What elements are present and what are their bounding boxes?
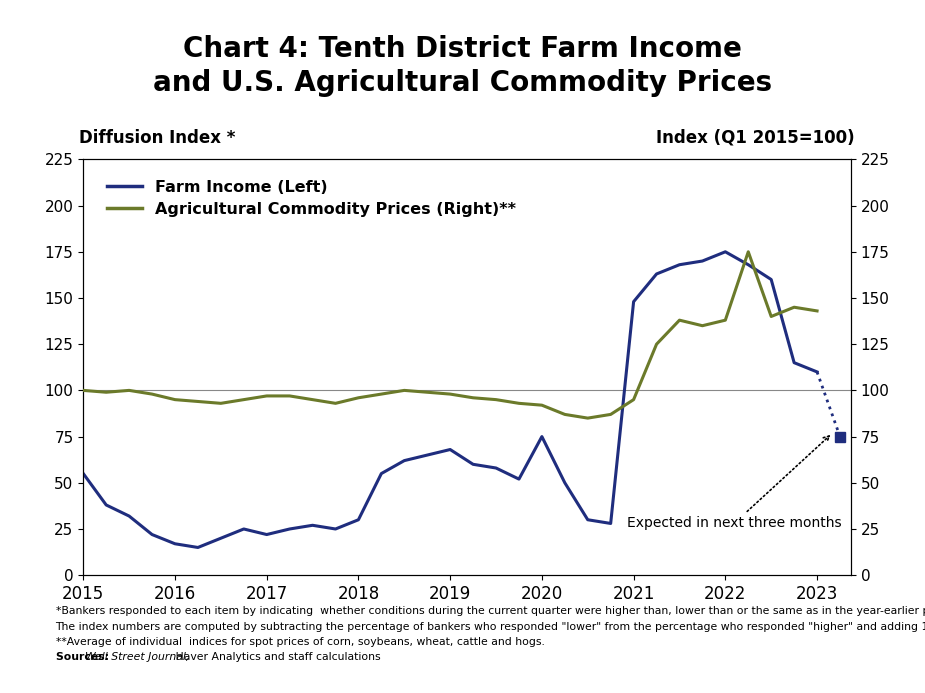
Text: **Average of individual  indices for spot prices of corn, soybeans, wheat, cattl: **Average of individual indices for spot… xyxy=(56,637,545,647)
Text: Index (Q1 2015=100): Index (Q1 2015=100) xyxy=(656,129,855,147)
Text: Haver Analytics and staff calculations: Haver Analytics and staff calculations xyxy=(172,652,381,662)
Text: The index numbers are computed by subtracting the percentage of bankers who resp: The index numbers are computed by subtra… xyxy=(56,622,925,631)
Text: Chart 4: Tenth District Farm Income
and U.S. Agricultural Commodity Prices: Chart 4: Tenth District Farm Income and … xyxy=(153,35,772,97)
Text: Sources:: Sources: xyxy=(56,652,112,662)
Text: Diffusion Index *: Diffusion Index * xyxy=(80,129,236,147)
Legend: Farm Income (Left), Agricultural Commodity Prices (Right)**: Farm Income (Left), Agricultural Commodi… xyxy=(106,180,515,218)
Text: *Bankers responded to each item by indicating  whether conditions during the cur: *Bankers responded to each item by indic… xyxy=(56,606,925,616)
Text: Wall Street Journal,: Wall Street Journal, xyxy=(85,652,190,662)
Text: Expected in next three months: Expected in next three months xyxy=(627,436,842,530)
